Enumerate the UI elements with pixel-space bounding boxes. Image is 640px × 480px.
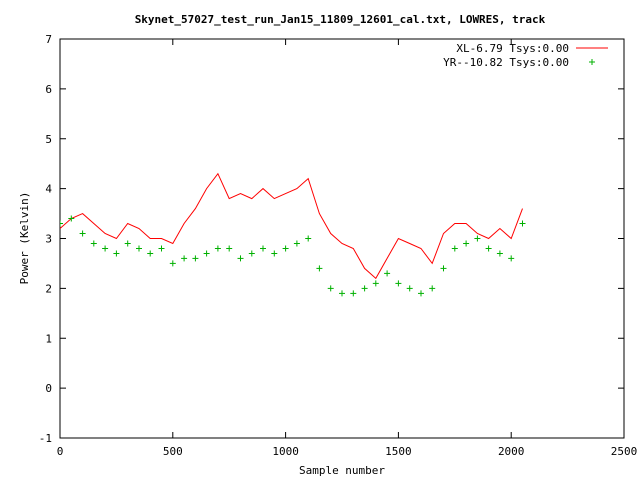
- data-point-yr: [124, 240, 131, 247]
- data-point-yr: [79, 230, 86, 237]
- y-tick-label: 1: [45, 332, 52, 345]
- x-tick-label: 2500: [611, 445, 638, 458]
- data-point-yr: [395, 280, 402, 287]
- data-point-yr: [384, 270, 391, 277]
- data-point-yr: [158, 245, 165, 252]
- data-point-yr: [508, 255, 515, 262]
- series-1: [60, 215, 526, 297]
- series-layer: [60, 172, 526, 297]
- y-tick-label: 7: [45, 33, 52, 46]
- data-point-yr: [60, 220, 63, 227]
- data-point-yr: [361, 285, 368, 292]
- y-tick-label: 3: [45, 233, 52, 246]
- data-point-yr: [463, 240, 470, 247]
- series-0: [60, 172, 523, 280]
- legend: XL-6.79 Tsys:0.00 YR--10.82 Tsys:0.00: [443, 42, 608, 69]
- data-point-yr: [102, 245, 109, 252]
- data-point-yr: [418, 290, 424, 297]
- data-point-yr: [147, 250, 154, 257]
- data-point-yr: [350, 290, 357, 297]
- data-point-yr: [496, 250, 503, 257]
- data-point-yr: [451, 245, 458, 252]
- y-tick-label: 4: [45, 183, 52, 196]
- legend-swatch-yr: [589, 59, 595, 65]
- y-tick-label: 0: [45, 382, 52, 395]
- data-point-yr: [485, 245, 492, 252]
- data-point-yr: [293, 240, 300, 247]
- x-tick-label: 1500: [385, 445, 412, 458]
- data-point-yr: [192, 255, 199, 262]
- data-point-yr: [68, 215, 75, 222]
- data-point-yr: [214, 245, 221, 252]
- data-point-yr: [248, 250, 255, 257]
- data-point-yr: [226, 245, 233, 252]
- data-point-yr: [136, 245, 142, 252]
- data-point-yr: [260, 245, 266, 252]
- data-point-yr: [271, 250, 278, 257]
- series-line-xl: [60, 172, 523, 280]
- legend-label-xl: XL-6.79 Tsys:0.00: [456, 42, 569, 55]
- data-point-yr: [474, 235, 481, 242]
- data-point-yr: [316, 265, 323, 272]
- x-axis-label: Sample number: [299, 464, 385, 477]
- x-tick-label: 1000: [272, 445, 299, 458]
- data-point-yr: [440, 265, 447, 272]
- chart-title: Skynet_57027_test_run_Jan15_11809_12601_…: [135, 13, 546, 26]
- data-point-yr: [90, 240, 97, 247]
- data-point-yr: [237, 255, 244, 262]
- data-point-yr: [519, 220, 526, 227]
- x-tick-label: 500: [163, 445, 183, 458]
- data-point-yr: [282, 245, 289, 252]
- data-point-yr: [169, 260, 176, 267]
- data-point-yr: [429, 285, 436, 292]
- y-tick-label: -1: [39, 432, 52, 445]
- x-tick-label: 0: [57, 445, 64, 458]
- data-point-yr: [339, 290, 345, 297]
- legend-label-yr: YR--10.82 Tsys:0.00: [443, 56, 569, 69]
- y-axis: -1 0 1 2 3 4 5 6 7: [39, 33, 624, 445]
- y-tick-label: 2: [45, 282, 52, 295]
- x-tick-label: 2000: [498, 445, 525, 458]
- y-tick-label: 6: [45, 83, 52, 96]
- data-point-yr: [181, 255, 188, 262]
- data-point-yr: [372, 280, 379, 287]
- data-point-yr: [327, 285, 334, 292]
- data-point-yr: [113, 250, 120, 257]
- data-point-yr: [203, 250, 210, 257]
- y-tick-label: 5: [45, 133, 52, 146]
- y-axis-label: Power (Kelvin): [18, 192, 31, 285]
- data-point-yr: [406, 285, 413, 292]
- data-point-yr: [305, 235, 312, 242]
- x-axis: 0 500 1000 1500 2000 2500: [57, 39, 638, 458]
